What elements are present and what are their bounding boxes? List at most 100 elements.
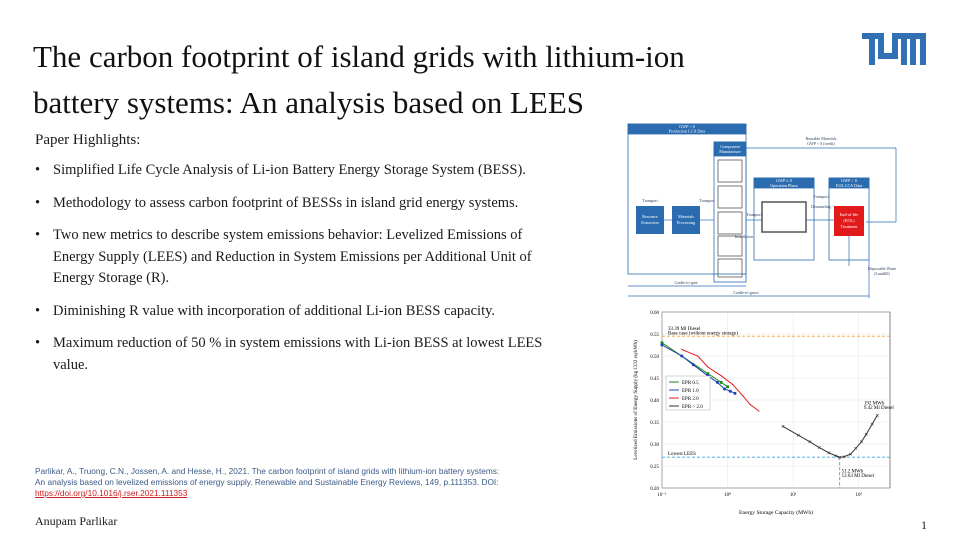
svg-text:Processing: Processing xyxy=(677,220,696,225)
data-point xyxy=(691,363,695,367)
svg-text:Manufacture: Manufacture xyxy=(719,149,741,154)
page-number: 1 xyxy=(921,518,927,532)
svg-text:GWP > 0: GWP > 0 xyxy=(679,124,695,129)
data-point xyxy=(796,433,800,437)
data-point xyxy=(715,380,719,384)
series-line xyxy=(782,415,878,458)
annotation-text: 192 MWh xyxy=(864,401,885,406)
data-point xyxy=(723,387,727,391)
data-point xyxy=(817,446,821,450)
svg-text:EOL LCA Data: EOL LCA Data xyxy=(836,183,862,188)
highlights-label: Paper Highlights: xyxy=(35,132,141,148)
data-point xyxy=(660,341,664,345)
svg-text:Dismantling: Dismantling xyxy=(811,204,831,209)
svg-text:Production LCA Data: Production LCA Data xyxy=(669,129,706,134)
svg-text:Transport: Transport xyxy=(813,194,829,199)
data-point xyxy=(875,413,879,417)
highlights-list: Simplified Life Cycle Analysis of Li-ion… xyxy=(35,160,565,387)
highlight-item: Diminishing R value with incorporation o… xyxy=(35,301,565,323)
svg-text:Component: Component xyxy=(720,144,740,149)
data-point xyxy=(758,410,760,412)
data-point xyxy=(697,355,699,357)
data-point xyxy=(732,384,734,386)
svg-text:Operation Phase: Operation Phase xyxy=(770,183,798,188)
y-axis-label: Levelized Emissions of Energy Supply (kg… xyxy=(632,340,639,460)
data-point xyxy=(707,366,709,368)
svg-text:(Landfill): (Landfill) xyxy=(874,271,890,276)
data-point xyxy=(719,381,723,384)
svg-text:GWP ≥ 0: GWP ≥ 0 xyxy=(776,178,792,183)
data-point xyxy=(870,422,874,426)
chart-grid xyxy=(661,311,890,489)
production-header xyxy=(627,123,747,135)
chart-legend: EPR 0.5 EPR 1.0 EPR 2.0 EPR > 2.0 xyxy=(665,375,711,411)
svg-text:Installation: Installation xyxy=(735,234,753,239)
y-tick-label: 0.55 xyxy=(650,333,659,338)
title-line-1: The carbon footprint of island grids wit… xyxy=(33,39,685,74)
svg-text:End-of-life: End-of-life xyxy=(840,212,859,217)
svg-text:Disposable Waste: Disposable Waste xyxy=(868,266,897,271)
data-point xyxy=(742,395,744,397)
y-tick-label: 0.40 xyxy=(650,399,659,404)
chart-ticks: 0.20 0.25 0.30 0.35 0.40 0.45 0.50 0.55 0.60 10⁻¹… xyxy=(650,311,862,498)
title-line-2: battery systems: An analysis based on LE… xyxy=(33,85,585,120)
operation-frame xyxy=(753,177,815,261)
svg-text:Treatment: Treatment xyxy=(840,224,858,229)
data-point xyxy=(859,440,863,444)
annotation-text: Base case (without energy storage) xyxy=(668,332,738,337)
legend-label: EPR 1.0 xyxy=(682,389,699,394)
lees-chart: 0.20 0.25 0.30 0.35 0.40 0.45 0.50 0.55 0.60 10⁻¹… xyxy=(632,311,894,516)
data-point xyxy=(681,348,683,350)
svg-text:Extraction: Extraction xyxy=(641,220,659,225)
y-tick-label: 0.35 xyxy=(650,421,659,426)
highlight-item: Methodology to assess carbon footprint o… xyxy=(35,193,565,215)
chart-series xyxy=(660,341,879,459)
annotation-text: 51.2 MWh xyxy=(842,470,864,475)
data-point xyxy=(706,372,710,375)
eol-box xyxy=(834,206,864,236)
x-tick-label: 10⁰ xyxy=(724,492,731,498)
citation-doi-link[interactable]: https://doi.org/10.1016/j.rser.2021.1113… xyxy=(35,488,188,498)
svg-text:Cradle-to-grave: Cradle-to-grave xyxy=(733,290,759,295)
data-point xyxy=(720,375,722,377)
svg-text:(EOL): (EOL) xyxy=(844,218,856,223)
svg-text:Reusable Materials: Reusable Materials xyxy=(806,136,837,141)
annotation-text: 12.63 Ml Diesel xyxy=(842,474,875,479)
data-point xyxy=(808,440,812,444)
annotation-text: Lowest LEES xyxy=(668,452,696,457)
data-point xyxy=(849,452,853,456)
data-point xyxy=(838,455,842,459)
svg-text:Transport: Transport xyxy=(746,212,762,217)
x-tick-label: 10¹ xyxy=(790,492,797,498)
data-point xyxy=(781,424,785,428)
svg-text:Materials: Materials xyxy=(678,214,694,219)
data-point xyxy=(728,389,732,393)
svg-text:Transport: Transport xyxy=(699,198,715,203)
lca-diagram: GWP > 0 Production LCA Data Component Ma… xyxy=(627,123,897,298)
legend-label: EPR > 2.0 xyxy=(682,405,703,410)
data-point xyxy=(749,403,751,405)
data-point xyxy=(827,451,831,455)
y-tick-label: 0.45 xyxy=(650,377,659,382)
x-tick-label: 10² xyxy=(855,492,862,498)
svg-text:Resource: Resource xyxy=(642,214,658,219)
highlight-item: Two new metrics to describe system emiss… xyxy=(35,225,565,290)
svg-text:GWP < 0 (credit): GWP < 0 (credit) xyxy=(807,141,835,146)
highlight-item: Simplified Life Cycle Analysis of Li-ion… xyxy=(35,160,565,182)
data-point xyxy=(660,343,664,347)
x-axis-label: Energy Storage Capacity (MWh) xyxy=(739,509,813,516)
annotation-text: 33.39 Ml Diesel xyxy=(668,327,701,332)
x-tick-label: 10⁻¹ xyxy=(657,492,667,498)
y-tick-label: 0.25 xyxy=(650,465,659,470)
svg-text:Transport: Transport xyxy=(642,198,658,203)
slide-title: The carbon footprint of island grids wit… xyxy=(33,34,833,126)
citation-text: Parlikar, A., Truong, C.N., Jossen, A. a… xyxy=(35,466,500,487)
data-point xyxy=(680,354,684,358)
data-point xyxy=(726,385,729,389)
svg-text:GWP > 0: GWP > 0 xyxy=(841,178,857,183)
highlight-item: Maximum reduction of 50 % in system emis… xyxy=(35,333,565,376)
data-point xyxy=(864,432,868,436)
materials-box xyxy=(672,206,700,234)
data-point xyxy=(733,391,737,395)
